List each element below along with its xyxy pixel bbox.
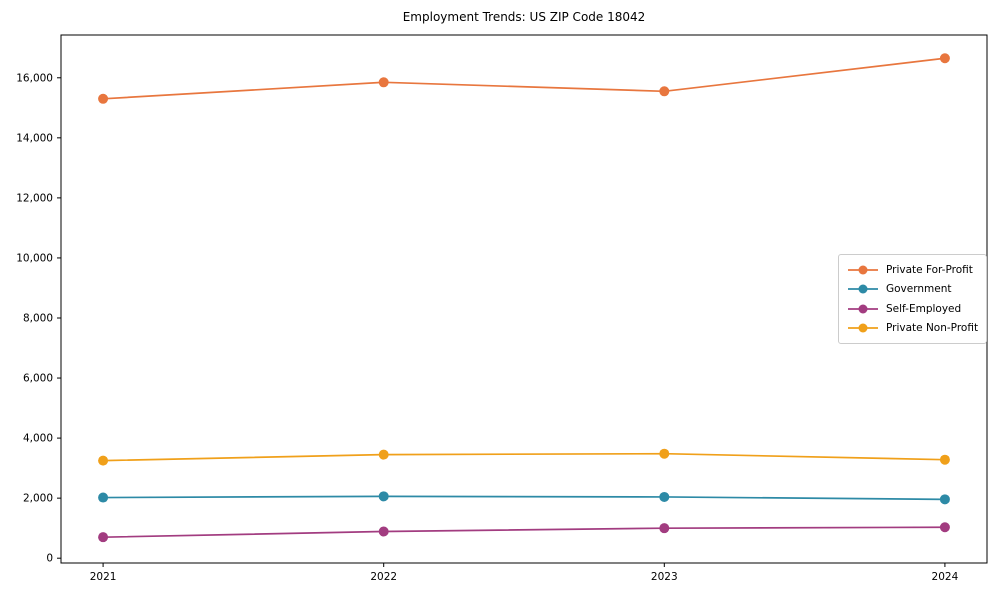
data-point-private-non-profit — [378, 449, 389, 460]
series-line-private-for-profit — [103, 57, 946, 100]
data-point-government — [98, 492, 109, 503]
legend-label: Self-Employed — [886, 302, 962, 315]
x-axis-tick-label: 2024 — [932, 571, 959, 583]
data-point-private-non-profit — [939, 454, 950, 465]
data-point-self-employed — [659, 523, 670, 534]
data-point-private-for-profit — [659, 86, 670, 97]
data-point-private-for-profit — [378, 77, 389, 88]
legend-label: Private Non-Profit — [886, 322, 979, 335]
y-axis-tick-label: 0 — [46, 553, 53, 565]
x-axis-tick-label: 2023 — [651, 571, 678, 583]
legend-label: Government — [886, 283, 952, 296]
y-axis-tick-label: 14,000 — [16, 132, 53, 144]
x-axis-tick-label: 2021 — [90, 571, 117, 583]
legend-marker-government — [848, 284, 878, 294]
legend-item-private-non-profit: Private Non-Profit — [847, 319, 978, 339]
data-point-government — [659, 491, 670, 502]
legend-marker-self-employed — [848, 304, 878, 314]
series-line-government — [103, 495, 945, 501]
y-axis-tick-label: 12,000 — [16, 192, 53, 204]
y-axis-tick-label: 4,000 — [23, 433, 53, 445]
legend-label: Private For-Profit — [886, 263, 973, 276]
series-line-private-non-profit — [103, 452, 945, 462]
chart-title: Employment Trends: US ZIP Code 18042 — [402, 10, 646, 24]
data-point-self-employed — [378, 526, 389, 537]
data-point-private-for-profit — [939, 53, 950, 64]
y-axis-tick-label: 8,000 — [23, 312, 53, 324]
data-point-self-employed — [939, 522, 950, 533]
y-axis-tick-label: 6,000 — [23, 373, 53, 385]
legend: Private For-Profit Government Self-Employe… — [838, 254, 988, 344]
data-point-government — [939, 494, 950, 505]
data-point-government — [378, 491, 389, 502]
legend-marker-private-non-profit — [848, 323, 878, 333]
y-axis-tick-label: 10,000 — [16, 252, 53, 264]
legend-item-government: Government — [847, 280, 978, 300]
legend-item-private-for-profit: Private For-Profit — [847, 260, 978, 280]
series-line-self-employed — [103, 526, 945, 539]
data-point-private-non-profit — [98, 455, 109, 466]
y-axis-tick-label: 16,000 — [16, 72, 53, 84]
legend-item-self-employed: Self-Employed — [847, 299, 978, 319]
y-axis-tick-label: 2,000 — [23, 493, 53, 505]
data-point-private-for-profit — [98, 93, 109, 104]
data-point-private-non-profit — [659, 448, 670, 459]
legend-marker-private-for-profit — [848, 265, 878, 275]
x-axis-tick-label: 2022 — [370, 571, 397, 583]
data-point-self-employed — [98, 532, 109, 543]
